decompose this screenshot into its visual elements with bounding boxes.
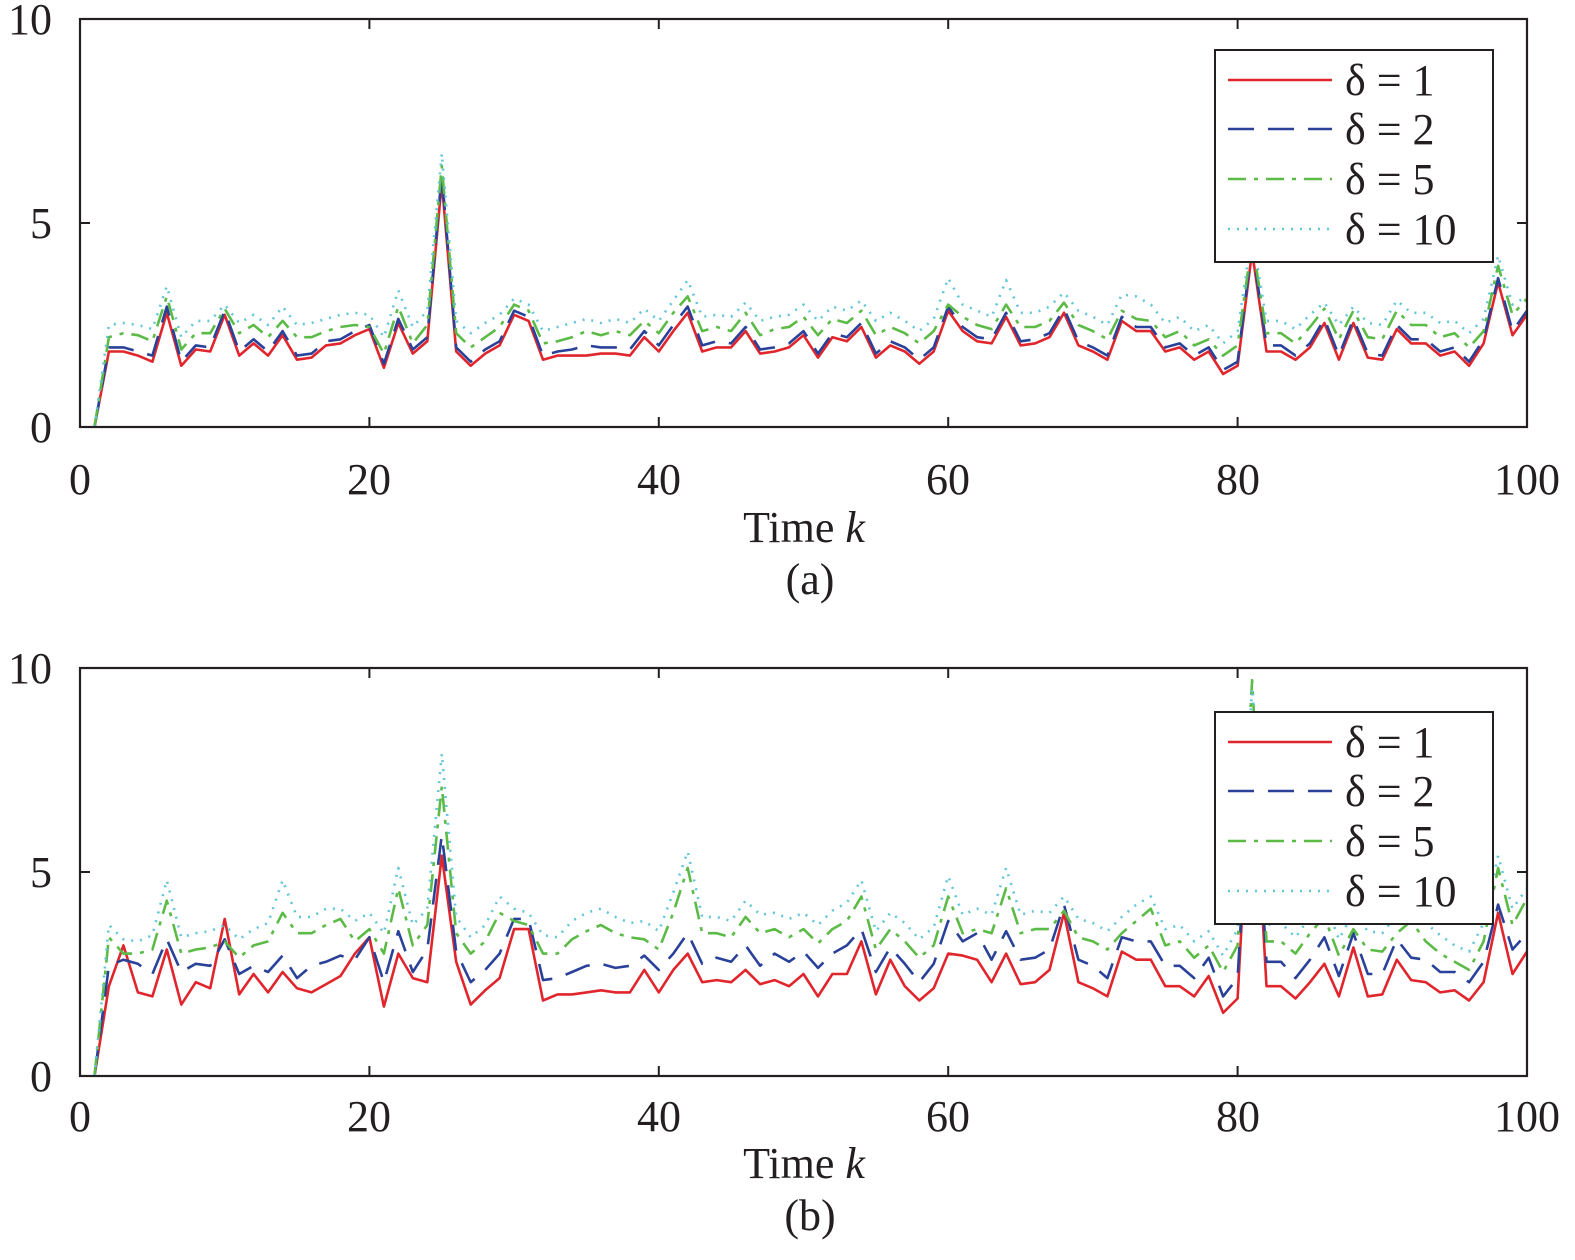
x-tick-label-60: 60 <box>926 455 970 504</box>
x-tick-label-100: 100 <box>1494 1092 1560 1141</box>
x-axis-title: Time k <box>743 1139 866 1188</box>
series-line-delta-5 <box>93 164 1527 427</box>
x-axis-title-text: Time <box>743 1139 834 1188</box>
axis-ticks <box>79 667 1528 1077</box>
x-tick-label-40: 40 <box>637 1092 681 1141</box>
legend-box <box>1214 49 1494 263</box>
x-tick-label-0: 0 <box>69 455 91 504</box>
y-tick-label-10: 10 <box>8 644 52 693</box>
series-line-delta-2 <box>93 723 1527 1076</box>
y-tick-label-5: 5 <box>30 848 52 897</box>
x-tick-label-100: 100 <box>1494 455 1560 504</box>
plot-area <box>93 678 1527 1076</box>
legend-label-delta-10: δ = 10 <box>1345 205 1457 254</box>
panel-label: (b) <box>784 1191 835 1240</box>
legend-label-delta-2: δ = 2 <box>1345 105 1435 154</box>
x-tick-label-80: 80 <box>1216 455 1260 504</box>
x-axis-title-variable: k <box>845 503 866 552</box>
panel-a-chart: 10 5 0 0 20 40 60 80 100 Time k (a) δ = … <box>8 0 1560 604</box>
panel-b-chart: 10 5 0 0 20 40 60 80 100 Time k (b) δ = … <box>8 644 1560 1240</box>
legend-box <box>1214 711 1494 925</box>
series-line-delta-2 <box>93 172 1527 427</box>
y-tick-label-5: 5 <box>30 199 52 248</box>
legend-label-delta-1: δ = 1 <box>1345 56 1435 105</box>
y-tick-label-10: 10 <box>8 0 52 44</box>
legend-label-delta-2: δ = 2 <box>1345 767 1435 816</box>
legend-label-delta-10: δ = 10 <box>1345 867 1457 916</box>
legend: δ = 1 δ = 2 δ = 5 δ = 10 <box>1214 49 1494 263</box>
x-tick-label-20: 20 <box>347 1092 391 1141</box>
legend-label-delta-5: δ = 5 <box>1345 817 1435 866</box>
series-line-delta-10 <box>93 687 1527 1076</box>
series-line-delta-1 <box>93 727 1527 1076</box>
x-axis-title-variable: k <box>845 1139 866 1188</box>
x-axis-title: Time k <box>743 503 866 552</box>
series-line-delta-5 <box>93 678 1527 1076</box>
x-tick-label-40: 40 <box>637 455 681 504</box>
x-tick-label-60: 60 <box>926 1092 970 1141</box>
x-tick-label-80: 80 <box>1216 1092 1260 1141</box>
y-tick-label-0: 0 <box>30 1052 52 1101</box>
plot-area <box>93 152 1527 427</box>
x-tick-label-0: 0 <box>69 1092 91 1141</box>
panel-label: (a) <box>786 555 835 604</box>
x-tick-label-20: 20 <box>347 455 391 504</box>
legend: δ = 1 δ = 2 δ = 5 δ = 10 <box>1214 711 1494 925</box>
series-line-delta-1 <box>93 180 1527 427</box>
legend-label-delta-1: δ = 1 <box>1345 718 1435 767</box>
y-tick-label-0: 0 <box>30 403 52 452</box>
axis-ticks <box>79 18 1528 428</box>
x-axis-title-text: Time <box>743 503 834 552</box>
legend-label-delta-5: δ = 5 <box>1345 155 1435 204</box>
